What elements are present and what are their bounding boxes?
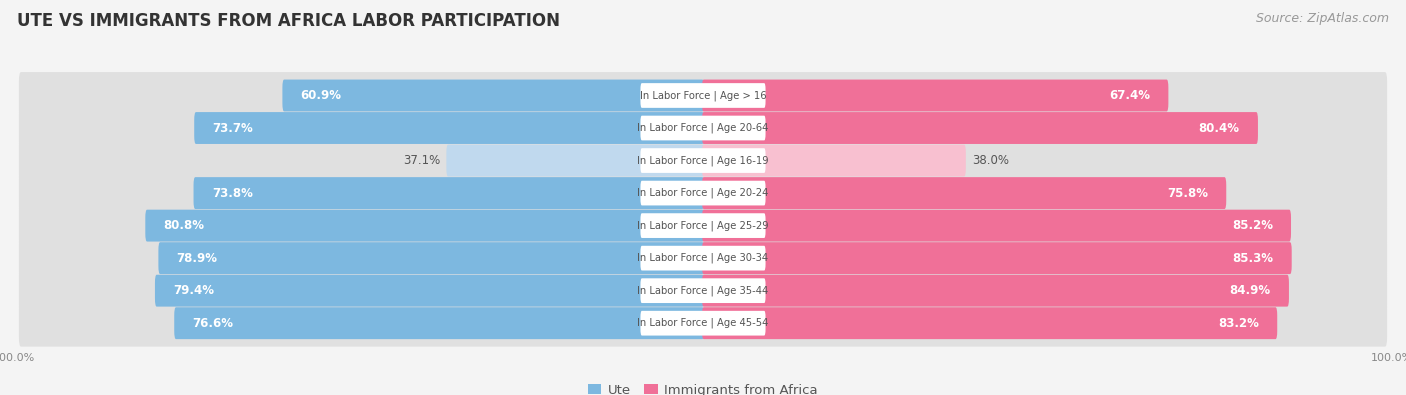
Text: 76.6%: 76.6% xyxy=(193,317,233,330)
FancyBboxPatch shape xyxy=(18,170,1388,216)
FancyBboxPatch shape xyxy=(155,275,704,307)
Text: 73.7%: 73.7% xyxy=(212,122,253,135)
FancyBboxPatch shape xyxy=(702,145,966,177)
Text: 80.4%: 80.4% xyxy=(1199,122,1240,135)
FancyBboxPatch shape xyxy=(641,278,765,303)
FancyBboxPatch shape xyxy=(702,79,1168,111)
FancyBboxPatch shape xyxy=(702,177,1226,209)
FancyBboxPatch shape xyxy=(18,137,1388,184)
Text: 84.9%: 84.9% xyxy=(1230,284,1271,297)
FancyBboxPatch shape xyxy=(18,267,1388,314)
FancyBboxPatch shape xyxy=(174,307,704,339)
Text: In Labor Force | Age > 16: In Labor Force | Age > 16 xyxy=(640,90,766,101)
Text: In Labor Force | Age 30-34: In Labor Force | Age 30-34 xyxy=(637,253,769,263)
FancyBboxPatch shape xyxy=(283,79,704,111)
Text: In Labor Force | Age 16-19: In Labor Force | Age 16-19 xyxy=(637,155,769,166)
Text: 85.3%: 85.3% xyxy=(1233,252,1274,265)
Text: UTE VS IMMIGRANTS FROM AFRICA LABOR PARTICIPATION: UTE VS IMMIGRANTS FROM AFRICA LABOR PART… xyxy=(17,12,560,30)
Text: 80.8%: 80.8% xyxy=(163,219,204,232)
FancyBboxPatch shape xyxy=(641,83,765,108)
FancyBboxPatch shape xyxy=(641,213,765,238)
FancyBboxPatch shape xyxy=(641,311,765,336)
FancyBboxPatch shape xyxy=(18,202,1388,249)
FancyBboxPatch shape xyxy=(702,112,1258,144)
Text: In Labor Force | Age 20-64: In Labor Force | Age 20-64 xyxy=(637,123,769,133)
FancyBboxPatch shape xyxy=(18,300,1388,347)
Text: In Labor Force | Age 35-44: In Labor Force | Age 35-44 xyxy=(637,286,769,296)
Text: 79.4%: 79.4% xyxy=(173,284,214,297)
FancyBboxPatch shape xyxy=(18,105,1388,151)
Text: 73.8%: 73.8% xyxy=(212,186,253,199)
FancyBboxPatch shape xyxy=(18,235,1388,282)
FancyBboxPatch shape xyxy=(194,112,704,144)
FancyBboxPatch shape xyxy=(159,242,704,274)
Text: In Labor Force | Age 25-29: In Labor Force | Age 25-29 xyxy=(637,220,769,231)
FancyBboxPatch shape xyxy=(18,72,1388,119)
Text: 85.2%: 85.2% xyxy=(1232,219,1272,232)
FancyBboxPatch shape xyxy=(702,307,1277,339)
Text: 78.9%: 78.9% xyxy=(177,252,218,265)
Text: Source: ZipAtlas.com: Source: ZipAtlas.com xyxy=(1256,12,1389,25)
FancyBboxPatch shape xyxy=(702,275,1289,307)
Text: 37.1%: 37.1% xyxy=(404,154,440,167)
FancyBboxPatch shape xyxy=(641,148,765,173)
FancyBboxPatch shape xyxy=(641,246,765,271)
Text: In Labor Force | Age 45-54: In Labor Force | Age 45-54 xyxy=(637,318,769,329)
Text: 38.0%: 38.0% xyxy=(972,154,1008,167)
Text: 60.9%: 60.9% xyxy=(301,89,342,102)
FancyBboxPatch shape xyxy=(702,210,1291,242)
Text: 83.2%: 83.2% xyxy=(1218,317,1258,330)
Text: In Labor Force | Age 20-24: In Labor Force | Age 20-24 xyxy=(637,188,769,198)
FancyBboxPatch shape xyxy=(194,177,704,209)
FancyBboxPatch shape xyxy=(641,116,765,140)
FancyBboxPatch shape xyxy=(641,181,765,205)
FancyBboxPatch shape xyxy=(702,242,1292,274)
FancyBboxPatch shape xyxy=(145,210,704,242)
Text: 75.8%: 75.8% xyxy=(1167,186,1208,199)
Legend: Ute, Immigrants from Africa: Ute, Immigrants from Africa xyxy=(583,378,823,395)
Text: 67.4%: 67.4% xyxy=(1109,89,1150,102)
FancyBboxPatch shape xyxy=(446,145,704,177)
